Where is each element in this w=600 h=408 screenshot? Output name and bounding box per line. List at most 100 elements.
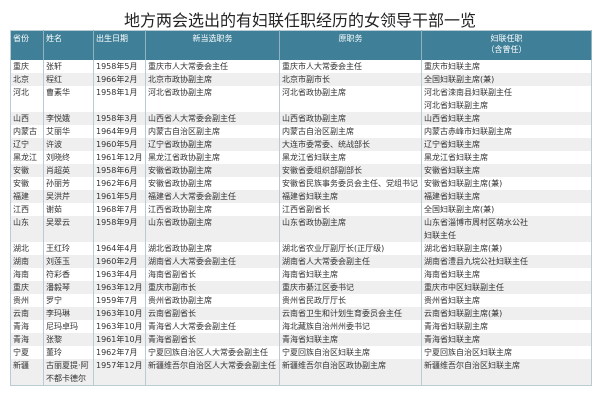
cell-birth: 1966年2月 bbox=[93, 73, 146, 86]
cell-province: 山西 bbox=[10, 112, 44, 125]
cell-old-post: 安徽省民族事务委员会主任、党组书记 bbox=[279, 177, 422, 190]
cell-name: 许波 bbox=[43, 138, 94, 151]
cell-old-post: 重庆市人大常委会主任 bbox=[279, 60, 422, 73]
cell-name-line: 李玛琳 bbox=[46, 309, 70, 318]
cell-province: 新疆 bbox=[10, 359, 44, 386]
cell-old-post: 山东省政协副主席 bbox=[279, 216, 422, 242]
table-row: 黑龙江 刘晓终 1961年12月 黑龙江省政协副主席 黑龙江省妇联主席 黑龙江省妇联主席 bbox=[10, 151, 592, 164]
cell-new-post: 江西省政协副主席 bbox=[145, 203, 280, 216]
cell-province: 云南 bbox=[10, 307, 44, 320]
cell-name-line: 不都卡德尔 bbox=[46, 374, 86, 383]
cell-new-post: 山西省人大常委会副主任 bbox=[145, 112, 280, 125]
cell-birth: 1964年9月 bbox=[93, 125, 146, 138]
cell-old-post: 重庆市綦江区委书记 bbox=[279, 281, 422, 294]
cell-name: 王红玲 bbox=[43, 242, 94, 255]
cell-womens-federation: 湖北省妇联副主席(兼) bbox=[421, 242, 592, 255]
table-row: 北京 程红 1966年2月 北京市政协副主席 北京市副市长 全国妇联副主席(兼) bbox=[10, 73, 592, 86]
cell-old-post: 北京市副市长 bbox=[279, 73, 422, 86]
cell-name: 孙丽芳 bbox=[43, 177, 94, 190]
cell-name: 尼玛卓玛 bbox=[43, 320, 94, 333]
cell-womens-federation: 重庆市中区妇联副主任 bbox=[421, 281, 592, 294]
cell-province: 北京 bbox=[10, 73, 44, 86]
cell-womens-federation-line: 福建省妇联主席 bbox=[424, 192, 480, 201]
cell-name: 刘莲玉 bbox=[43, 255, 94, 268]
cell-name-line: 许波 bbox=[46, 140, 62, 149]
cell-old-post: 山西省政协副主席 bbox=[279, 112, 422, 125]
cell-name: 艾丽华 bbox=[43, 125, 94, 138]
cell-birth: 1958年3月 bbox=[93, 112, 146, 125]
cell-birth: 1962年7月 bbox=[93, 346, 146, 359]
cell-new-post: 重庆市人大常委会主任 bbox=[145, 60, 280, 73]
cell-old-post: 海南省妇联主席 bbox=[279, 268, 422, 281]
cell-birth: 1957年12月 bbox=[93, 359, 146, 386]
cell-name-line: 肖超英 bbox=[46, 166, 70, 175]
cell-birth: 1959年7月 bbox=[93, 294, 146, 307]
cell-womens-federation-line: 安徽省妇联副主席(兼) bbox=[424, 179, 503, 188]
cell-womens-federation-line: 云南省妇联副主席(兼) bbox=[424, 309, 503, 318]
page-title: 地方两会选出的有妇联任职经历的女领导干部一览 bbox=[123, 11, 476, 30]
table-row: 贵州 罗宁 1959年7月 贵州省政协副主席 贵州省民政厅厅长 贵州省妇联主席 bbox=[10, 294, 592, 307]
cell-birth: 1964年4月 bbox=[93, 242, 146, 255]
table-row: 山东 吴翠云 1958年9月 山东省政协副主席 山东省政协副主席 山东省淄博市周村区萌水公… bbox=[10, 216, 592, 242]
cell-womens-federation-line: 山西省妇联主席 bbox=[424, 114, 480, 123]
cell-old-post: 河北省政协副主席 bbox=[279, 86, 422, 112]
cell-name-line: 尼玛卓玛 bbox=[46, 322, 78, 331]
cell-old-post: 贵州省民政厅厅长 bbox=[279, 294, 422, 307]
cell-old-post: 黑龙江省妇联主席 bbox=[279, 151, 422, 164]
cell-name: 肖超英 bbox=[43, 164, 94, 177]
cell-name: 吴洪芹 bbox=[43, 190, 94, 203]
table-row: 河北 曹素华 1958年1月 河北省政协副主席 河北省政协副主席 河北省滦南县妇联副主任河… bbox=[10, 86, 592, 112]
cell-womens-federation-line: 新疆维吾尔自治区妇联主席 bbox=[424, 361, 520, 370]
cell-womens-federation: 黑龙江省妇联主席 bbox=[421, 151, 592, 164]
cell-birth: 1958年9月 bbox=[93, 216, 146, 242]
cell-name: 古丽夏提·阿 不都卡德尔 bbox=[43, 359, 94, 386]
cell-womens-federation-line: 重庆市妇联主席 bbox=[424, 62, 480, 71]
cell-old-post: 福建省妇联主席 bbox=[279, 190, 422, 203]
cell-name-line: 吴翠云 bbox=[46, 218, 70, 227]
cell-birth: 1968年7月 bbox=[93, 203, 146, 216]
cell-new-post: 黑龙江省政协副主席 bbox=[145, 151, 280, 164]
cell-womens-federation-line: 安徽省妇联主席 bbox=[424, 166, 480, 175]
cell-new-post: 福建省人大常委会副主任 bbox=[145, 190, 280, 203]
cell-province: 贵州 bbox=[10, 294, 44, 307]
cell-old-post: 安徽省委组织部副部长 bbox=[279, 164, 422, 177]
cell-womens-federation-line: 重庆市中区妇联副主任 bbox=[424, 283, 504, 292]
cell-womens-federation-line: 全国妇联副主席(兼) bbox=[424, 75, 495, 84]
cell-new-post: 辽宁省政协副主席 bbox=[145, 138, 280, 151]
cell-womens-federation: 青海省妇联主席 bbox=[421, 333, 592, 346]
cell-womens-federation-line: 宁夏回族自治区妇联主席 bbox=[424, 348, 512, 357]
cell-new-post: 贵州省政协副主席 bbox=[145, 294, 280, 307]
table-row: 辽宁 许波 1960年5月 辽宁省政协副主席 大连市委常委、统战部长 辽宁省妇联主席 bbox=[10, 138, 592, 151]
header-line-1: 妇联任职 bbox=[490, 34, 523, 43]
table-header: 省份 姓名 出生日期 新当选职务 原职务 妇联任职 （含曾任） bbox=[10, 30, 592, 60]
cell-province: 安徽 bbox=[10, 164, 44, 177]
cell-birth: 1962年6月 bbox=[93, 177, 146, 190]
cell-birth: 1963年12月 bbox=[93, 281, 146, 294]
cell-name-line: 程红 bbox=[46, 75, 62, 84]
cell-new-post: 海南省副省长 bbox=[145, 268, 280, 281]
cell-old-post: 内蒙古自治区副主席 bbox=[279, 125, 422, 138]
table-row: 重庆 张轩 1958年5月 重庆市人大常委会主任 重庆市人大常委会主任 重庆市妇联主席 bbox=[10, 60, 592, 73]
cell-womens-federation-line: 青海省妇联主席 bbox=[424, 335, 480, 344]
cell-womens-federation-line: 贵州省妇联主席 bbox=[424, 296, 480, 305]
cell-new-post: 宁夏回族自治区人大常委会副主任 bbox=[145, 346, 280, 359]
cell-womens-federation: 青海省妇联副主席 bbox=[421, 320, 592, 333]
cell-birth: 1963年4月 bbox=[93, 268, 146, 281]
cell-province: 内蒙古 bbox=[10, 125, 44, 138]
cell-name: 符彩香 bbox=[43, 268, 94, 281]
cell-new-post: 青海省副省长 bbox=[145, 333, 280, 346]
cell-birth: 1958年1月 bbox=[93, 86, 146, 112]
cell-new-post: 内蒙古自治区副主席 bbox=[145, 125, 280, 138]
header-new-post: 新当选职务 bbox=[145, 30, 280, 60]
table-row: 内蒙古 艾丽华 1964年9月 内蒙古自治区副主席 内蒙古自治区副主席 内蒙古赤峰市妇联副… bbox=[10, 125, 592, 138]
cell-womens-federation-line: 河北省滦南县妇联副主任 bbox=[424, 88, 512, 97]
table-row: 安徽 孙丽芳 1962年6月 安徽省政协副主席 安徽省民族事务委员会主任、党组书记 安徽省… bbox=[10, 177, 592, 190]
cell-name: 谢茹 bbox=[43, 203, 94, 216]
cell-new-post: 新疆维吾尔自治区人大常委会副主任 bbox=[145, 359, 280, 386]
cell-new-post: 安徽省政协副主席 bbox=[145, 177, 280, 190]
cell-old-post: 云南省卫生和计划生育委员会主任 bbox=[279, 307, 422, 320]
cell-womens-federation: 新疆维吾尔自治区妇联主席 bbox=[421, 359, 592, 386]
cell-new-post: 河北省政协副主席 bbox=[145, 86, 280, 112]
cell-womens-federation-line: 河北省妇联副主席 bbox=[424, 101, 488, 110]
cell-womens-federation: 山西省妇联主席 bbox=[421, 112, 592, 125]
